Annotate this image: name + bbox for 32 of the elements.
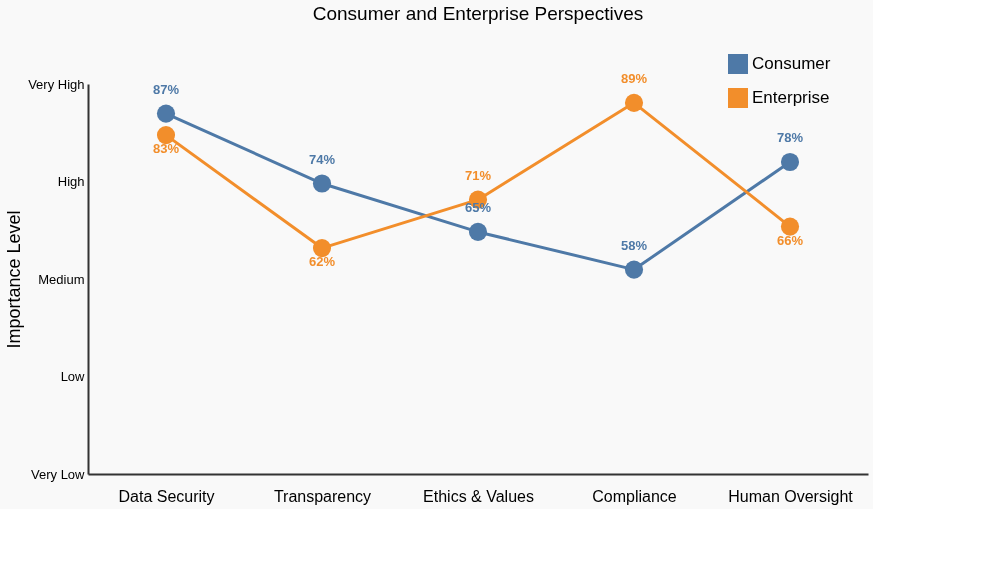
category-label: Medium <box>38 271 85 287</box>
x-tick-label: Data Security <box>118 487 215 505</box>
point <box>780 217 800 236</box>
x-tick-label: Human Oversight <box>728 487 854 505</box>
chart-title: Consumer and Enterprise Perspectives <box>312 3 644 24</box>
data-label: 58% <box>620 237 648 253</box>
point <box>624 93 644 112</box>
category-label: Very Low <box>31 466 85 482</box>
x-tick-label: Transparency <box>273 487 372 505</box>
point <box>468 222 488 241</box>
data-label: 66% <box>776 232 804 248</box>
point <box>156 126 176 145</box>
data-label: 74% <box>308 151 336 167</box>
legend-label: Consumer <box>752 54 831 73</box>
point <box>624 260 644 279</box>
data-label: 78% <box>776 130 804 145</box>
point <box>312 239 332 258</box>
category-label: Low <box>60 369 85 384</box>
legend-label: Enterprise <box>752 88 830 107</box>
point <box>156 104 176 123</box>
data-label: 89% <box>620 70 648 86</box>
point <box>312 174 332 193</box>
y-axis-title: Importance Level <box>4 210 25 349</box>
data-label: 87% <box>152 81 180 97</box>
point <box>780 152 800 172</box>
category-label: Very High <box>28 76 85 92</box>
x-tick-label: Ethics & Values <box>423 487 534 505</box>
data-label: 62% <box>308 254 336 270</box>
data-label: 71% <box>464 167 492 183</box>
category-label: High <box>57 174 85 189</box>
data-label: 83% <box>152 141 180 157</box>
x-tick-label: Compliance <box>592 487 677 505</box>
